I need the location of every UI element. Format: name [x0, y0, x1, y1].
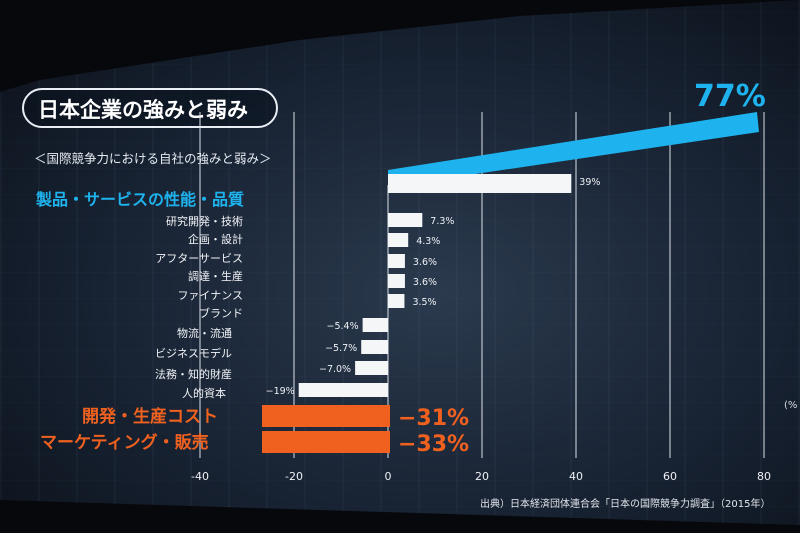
category-label: ビジネスモデル — [155, 346, 232, 360]
category-label: ブランド — [199, 306, 243, 320]
value-label: 3.5% — [412, 297, 436, 308]
category-label: 開発・生産コスト — [82, 406, 218, 427]
bar — [355, 361, 388, 375]
value-label: 4.3% — [416, 236, 440, 247]
slide-title: 日本企業の強みと弱み — [22, 88, 278, 128]
x-tick-label: 60 — [663, 470, 677, 483]
bar — [388, 174, 572, 193]
value-label: 3.6% — [413, 277, 437, 288]
bar — [361, 340, 388, 354]
x-tick-label: -40 — [191, 470, 209, 483]
value-label: −5.7% — [325, 343, 357, 354]
value-label: −19% — [266, 386, 295, 397]
bar — [388, 294, 405, 308]
source-note: 出典）日本経済団体連合会「日本の国際競争力調査」（2015年） — [480, 499, 771, 510]
category-label: 企画・設計 — [188, 232, 243, 246]
x-tick-label: 40 — [569, 470, 583, 483]
bar — [262, 431, 390, 453]
category-label: 調達・生産 — [188, 269, 243, 283]
bar — [388, 233, 409, 247]
category-label: マーケティング・販売 — [40, 432, 209, 453]
value-label: −5.4% — [327, 321, 359, 332]
bar — [388, 112, 759, 187]
value-label: −7.0% — [319, 364, 351, 375]
bar — [298, 383, 388, 397]
bar — [388, 213, 423, 227]
x-tick-label: 0 — [385, 470, 392, 483]
x-tick-label: 20 — [475, 470, 489, 483]
unit-mark: (% — [784, 400, 798, 411]
value-label: −31% — [398, 406, 469, 431]
bar — [388, 274, 405, 288]
value-label: 3.6% — [413, 257, 437, 268]
bar — [262, 405, 390, 427]
category-label: ファイナンス — [177, 289, 243, 302]
x-tick-label: 80 — [757, 470, 771, 483]
category-label: 人的資本 — [182, 386, 226, 400]
x-tick-label: -20 — [285, 470, 303, 483]
category-label: アフターサービス — [155, 252, 243, 265]
bar — [362, 318, 388, 332]
chart-subtitle: ＜国際競争力における自社の強みと弱み＞ — [34, 151, 272, 166]
category-label: 製品・サービスの性能・品質 — [35, 190, 244, 209]
category-label: 研究開発・技術 — [166, 214, 243, 228]
value-label: −33% — [398, 432, 469, 457]
value-label: 77% — [694, 79, 766, 114]
value-label: 7.3% — [430, 216, 454, 227]
category-label: 法務・知的財産 — [155, 367, 232, 381]
bar — [388, 254, 405, 268]
category-label: 物流・流通 — [177, 326, 232, 340]
value-label: 39% — [579, 177, 600, 188]
